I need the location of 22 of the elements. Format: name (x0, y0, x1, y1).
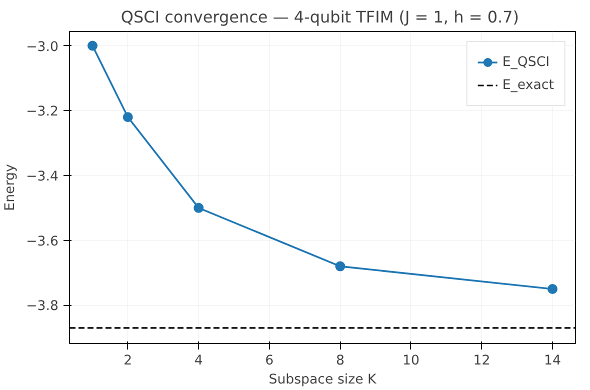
x-tick-label: 10 (402, 354, 420, 368)
y-tick-label: −3.4 (26, 170, 59, 184)
y-tick-label: −3.2 (26, 104, 59, 120)
x-tick-label: 6 (265, 354, 274, 368)
y-tick-label: −3.6 (26, 234, 59, 250)
point (335, 261, 346, 272)
x-tick-label: 12 (473, 354, 490, 368)
point (548, 284, 558, 294)
chart-title: QSCI convergence — 4-qubit TFIM (J = 1, h = 0.7) (120, 8, 520, 26)
point (122, 112, 133, 122)
x-tick-label: 4 (194, 354, 203, 368)
x-axis-title: Subspace size K (268, 372, 378, 388)
legend-label: E_QSCI (502, 54, 550, 70)
y-tick-label: −3.0 (26, 40, 59, 55)
x-tick-label: 14 (544, 354, 561, 368)
legend-label: E_exact (502, 78, 554, 92)
point (194, 202, 204, 213)
point (88, 40, 98, 51)
y-axis-title: Energy (3, 164, 18, 211)
x-tick-label: 8 (336, 354, 344, 368)
x-tick-label: 2 (124, 354, 132, 368)
y-tick-label: −3.8 (26, 299, 59, 314)
